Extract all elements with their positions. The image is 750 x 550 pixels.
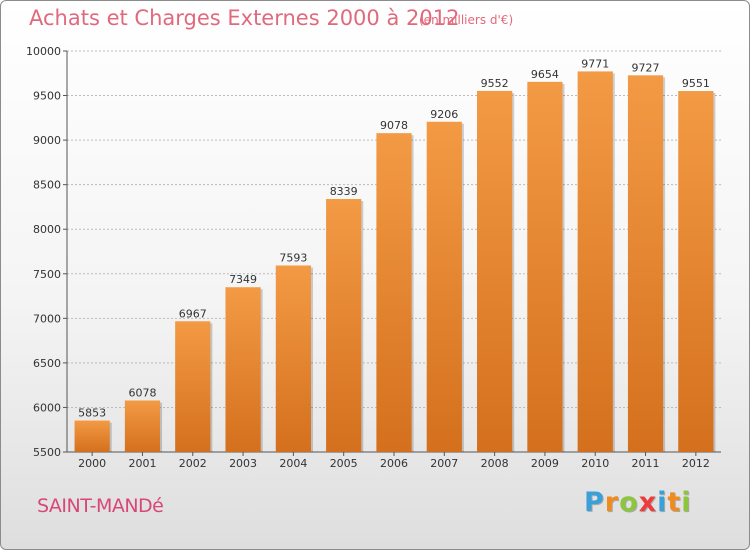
x-tick-label: 2009 [531, 457, 559, 470]
logo-letter: r [604, 487, 620, 518]
x-tick-label: 2008 [481, 457, 509, 470]
data-label: 6078 [128, 386, 156, 399]
bar [527, 81, 563, 452]
y-tick-label: 6000 [33, 401, 61, 414]
bar [577, 71, 613, 453]
bar [175, 321, 211, 452]
x-tick-label: 2011 [632, 457, 660, 470]
x-tick-label: 2004 [279, 457, 307, 470]
x-tick-label: 2010 [581, 457, 609, 470]
y-tick-label: 7000 [33, 312, 61, 325]
data-label: 9078 [380, 119, 408, 132]
y-tick-label: 8500 [33, 179, 61, 192]
data-label: 7593 [279, 251, 307, 264]
bar [326, 199, 362, 452]
bar [678, 91, 714, 452]
bar [275, 265, 311, 452]
logo-letter: P [584, 487, 605, 518]
y-tick-label: 10000 [26, 45, 61, 58]
data-label: 9551 [682, 77, 710, 90]
y-tick-label: 5500 [33, 446, 61, 459]
x-tick-label: 2000 [78, 457, 106, 470]
data-label: 9206 [430, 108, 458, 121]
y-tick-label: 9500 [33, 90, 61, 103]
bar [74, 420, 110, 452]
logo-letter: i [657, 487, 668, 518]
y-tick-label: 8000 [33, 223, 61, 236]
data-label: 9654 [531, 68, 559, 81]
logo-letter: x [638, 487, 658, 518]
bar [426, 121, 462, 453]
data-label: 5853 [78, 407, 106, 420]
city-name: SAINT-MANDé [37, 495, 164, 517]
x-tick-label: 2012 [682, 457, 710, 470]
data-label: 8339 [330, 185, 358, 198]
bar [477, 90, 513, 452]
bar [376, 133, 412, 452]
logo-letter: o [619, 487, 639, 518]
chart-subtitle: (en milliers d'€) [419, 13, 514, 27]
data-label: 7349 [229, 273, 257, 286]
logo-letter: t [667, 487, 682, 518]
x-tick-label: 2003 [229, 457, 257, 470]
x-tick-label: 2007 [430, 457, 458, 470]
chart-title: Achats et Charges Externes 2000 à 2012 [29, 6, 460, 30]
logo-letter: i [681, 487, 692, 518]
data-label: 9552 [481, 77, 509, 90]
data-label: 9771 [581, 57, 609, 70]
x-tick-label: 2005 [330, 457, 358, 470]
proxiti-logo: Proxiti [584, 487, 692, 518]
x-tick-label: 2006 [380, 457, 408, 470]
data-label: 9727 [632, 61, 660, 74]
x-tick-label: 2001 [128, 457, 156, 470]
data-label: 6967 [179, 307, 207, 320]
bar [627, 75, 664, 452]
y-tick-label: 6500 [33, 357, 61, 370]
x-tick-label: 2002 [179, 457, 207, 470]
y-tick-label: 9000 [33, 134, 61, 147]
bar [225, 287, 261, 452]
y-tick-label: 7500 [33, 268, 61, 281]
bar [124, 400, 161, 452]
